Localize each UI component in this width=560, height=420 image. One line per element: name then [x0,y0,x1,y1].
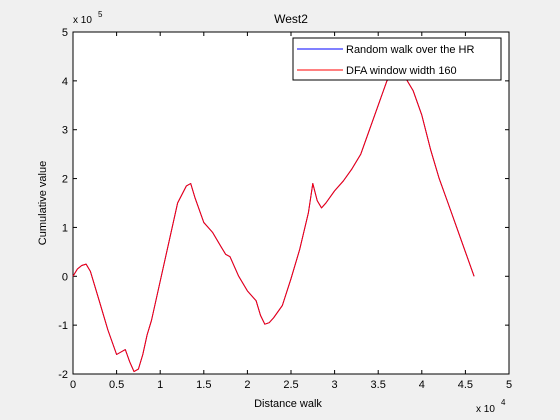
axis-ticks: 0 0.5 1 1.5 2 2.5 3 3.5 4 4.5 5 -2 -1 0 1 2 3 4 5 [58,27,512,391]
x-tick-label: 1 [157,379,163,391]
x-tick-label: 0.5 [109,379,124,391]
x-multiplier-label: x 10 [476,404,495,415]
legend-entry-random-walk: Random walk over the HR [346,44,474,56]
y-tick-label: 0 [62,271,68,283]
y-multiplier-label: x 10 [73,15,92,26]
y-tick-label: -1 [58,320,68,332]
y-tick-label: -2 [58,369,68,381]
x-tick-label: 4.5 [458,379,473,391]
legend: Random walk over the HR DFA window width… [292,37,502,81]
x-tick-label: 2.5 [283,379,298,391]
legend-entry-dfa-window: DFA window width 160 [346,65,457,77]
x-tick-label: 3.5 [371,379,386,391]
plot-area [72,31,510,375]
legend-box [292,37,502,81]
x-tick-label: 3 [332,379,338,391]
y-tick-label: 3 [62,125,68,137]
y-axis-label: Cumulative value [37,161,49,245]
y-tick-label: 2 [62,174,68,186]
x-tick-label: 1.5 [196,379,211,391]
x-tick-label: 4 [419,379,425,391]
x-tick-label: 2 [244,379,250,391]
x-tick-label: 0 [70,379,76,391]
y-tick-label: 5 [62,27,68,39]
y-multiplier-exponent: 5 [98,10,103,19]
x-axis-label: Distance walk [254,398,322,410]
chart-title: West2 [274,12,308,26]
y-tick-label: 4 [62,76,68,88]
y-tick-label: 1 [62,222,68,234]
x-multiplier-exponent: 4 [501,398,506,407]
x-tick-label: 5 [506,379,512,391]
